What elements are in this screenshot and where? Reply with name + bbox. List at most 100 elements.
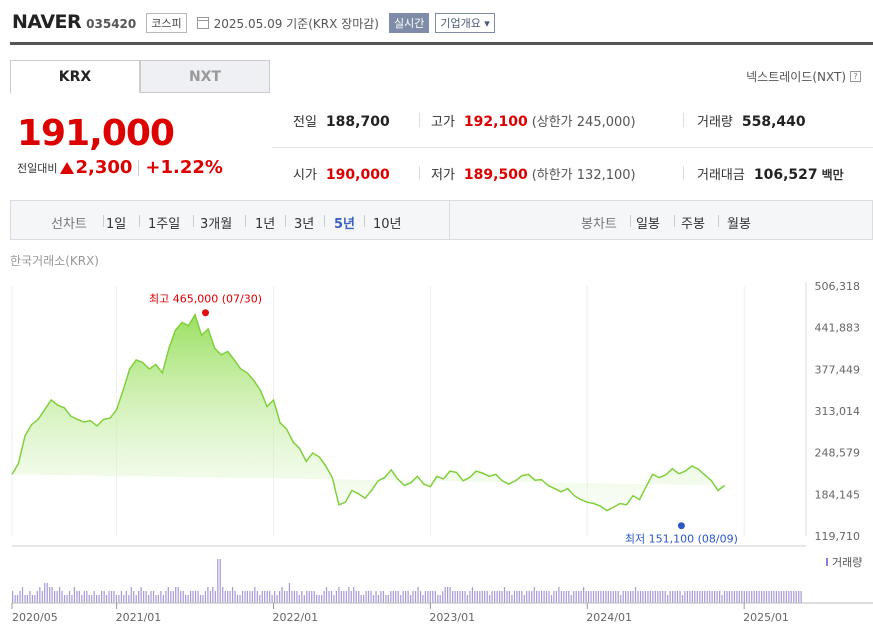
volume-bar <box>642 591 644 603</box>
volume-bar <box>600 591 602 603</box>
period-1y[interactable]: 1년 <box>255 217 276 232</box>
volume-bar <box>590 591 592 603</box>
volume-bar <box>138 591 140 603</box>
period-10y[interactable]: 10년 <box>373 217 402 232</box>
volume-bar <box>790 591 792 603</box>
volume-bar <box>380 591 382 603</box>
price-chart: 506,318 441,883 377,449 313,014 248,579 184,1… <box>11 280 873 624</box>
help-icon[interactable]: ? <box>850 71 861 82</box>
company-info-button[interactable]: 기업개요 ▾ <box>435 13 495 33</box>
calendar-icon <box>196 17 209 29</box>
candle-monthly[interactable]: 월봉 <box>727 217 751 232</box>
volume-bar <box>157 595 160 603</box>
y-tick-label: 184,145 <box>815 488 861 501</box>
volume-bar <box>605 591 607 603</box>
volume-bar <box>632 591 634 603</box>
volume-bar <box>170 591 172 603</box>
volume-bar <box>279 591 281 603</box>
volume-bar <box>437 595 439 603</box>
volume-bar <box>288 583 291 603</box>
x-tick-label: 2024/01 <box>586 611 632 624</box>
volume-bar <box>212 587 214 603</box>
candle-daily[interactable]: 일봉 <box>636 217 660 232</box>
line-chart-label: 선차트 <box>51 217 87 232</box>
tab-krx[interactable]: KRX <box>10 60 140 93</box>
volume-bar <box>676 591 679 603</box>
volume-bar <box>88 595 90 603</box>
volume-bar <box>202 595 204 603</box>
volume-bar <box>256 591 258 603</box>
volume-bar <box>788 591 790 603</box>
volume-bar <box>499 591 501 603</box>
volume-bar <box>780 591 783 603</box>
volume-bar <box>644 591 647 603</box>
volume-bar <box>657 591 659 603</box>
volume-bar <box>560 591 563 603</box>
amount-unit: 백만 <box>821 168 844 182</box>
day-high: 고가 192,100 (상한가 245,000) <box>431 111 636 130</box>
volume-bar <box>162 595 165 603</box>
volume-bar <box>236 595 239 603</box>
volume-bar <box>222 587 224 603</box>
volume-bar <box>466 595 469 603</box>
volume-bar <box>432 591 434 603</box>
period-3m[interactable]: 3개월 <box>200 217 233 232</box>
volume-bar <box>350 591 352 603</box>
y-tick-label: 441,883 <box>815 322 861 335</box>
period-1w[interactable]: 1주일 <box>148 217 181 232</box>
volume-bar <box>118 595 120 603</box>
realtime-button[interactable]: 실시간 <box>388 13 430 33</box>
volume-bar <box>558 587 560 603</box>
volume-bar <box>731 591 733 603</box>
volume-bar <box>691 591 694 603</box>
volume-bar <box>392 591 394 603</box>
volume-bar <box>583 587 585 603</box>
volume-bar <box>587 591 590 603</box>
open-price: 시가 190,000 <box>293 164 390 183</box>
high-marker <box>202 309 210 317</box>
volume-bar <box>602 591 605 603</box>
period-5y[interactable]: 5년 <box>334 217 356 232</box>
period-3y[interactable]: 3년 <box>294 217 315 232</box>
amount-value: 106,527 <box>753 167 818 183</box>
volume-bar <box>353 587 355 603</box>
change-amount: 2,300 <box>75 157 133 178</box>
volume-bar <box>66 595 68 603</box>
volume-bar <box>756 591 758 603</box>
lower-limit: (하한가 132,100) <box>531 168 636 183</box>
header-divider <box>10 42 873 45</box>
volume-bar <box>424 591 427 603</box>
volume-bar <box>664 591 666 603</box>
volume-bar <box>308 591 310 603</box>
volume-bar <box>410 595 412 603</box>
volume-bar <box>422 595 424 603</box>
volume-legend-label: 거래량 <box>832 556 862 569</box>
volume-bar <box>293 591 296 603</box>
volume-bar <box>484 591 486 603</box>
tab-nxt[interactable]: NXT <box>140 60 270 93</box>
candle-weekly[interactable]: 주봉 <box>681 217 705 232</box>
volume-bar <box>494 591 496 603</box>
open-value: 190,000 <box>325 167 390 183</box>
volume-bar <box>78 591 80 603</box>
volume-bar <box>140 587 142 603</box>
volume-bar <box>321 595 323 603</box>
volume-bar <box>306 591 308 603</box>
volume-legend-swatch <box>826 558 828 566</box>
prev-close: 전일 188,700 <box>293 111 390 130</box>
volume-bar <box>318 595 320 603</box>
volume-bar <box>726 591 728 603</box>
volume-bar <box>694 591 696 603</box>
market-badge: 코스피 <box>146 13 187 33</box>
volume-bar <box>251 591 254 603</box>
volume-bar <box>330 591 333 603</box>
period-1d[interactable]: 1일 <box>106 217 127 232</box>
volume-bar <box>550 595 553 603</box>
volume-bar <box>227 591 229 603</box>
volume-bar <box>526 591 528 603</box>
y-tick-label: 313,014 <box>815 405 861 418</box>
volume-bar <box>135 595 137 603</box>
nxt-link[interactable]: 넥스트레이드(NXT) ? <box>746 68 861 85</box>
volume-bar <box>548 591 550 603</box>
low-label: 저가 <box>431 168 455 183</box>
